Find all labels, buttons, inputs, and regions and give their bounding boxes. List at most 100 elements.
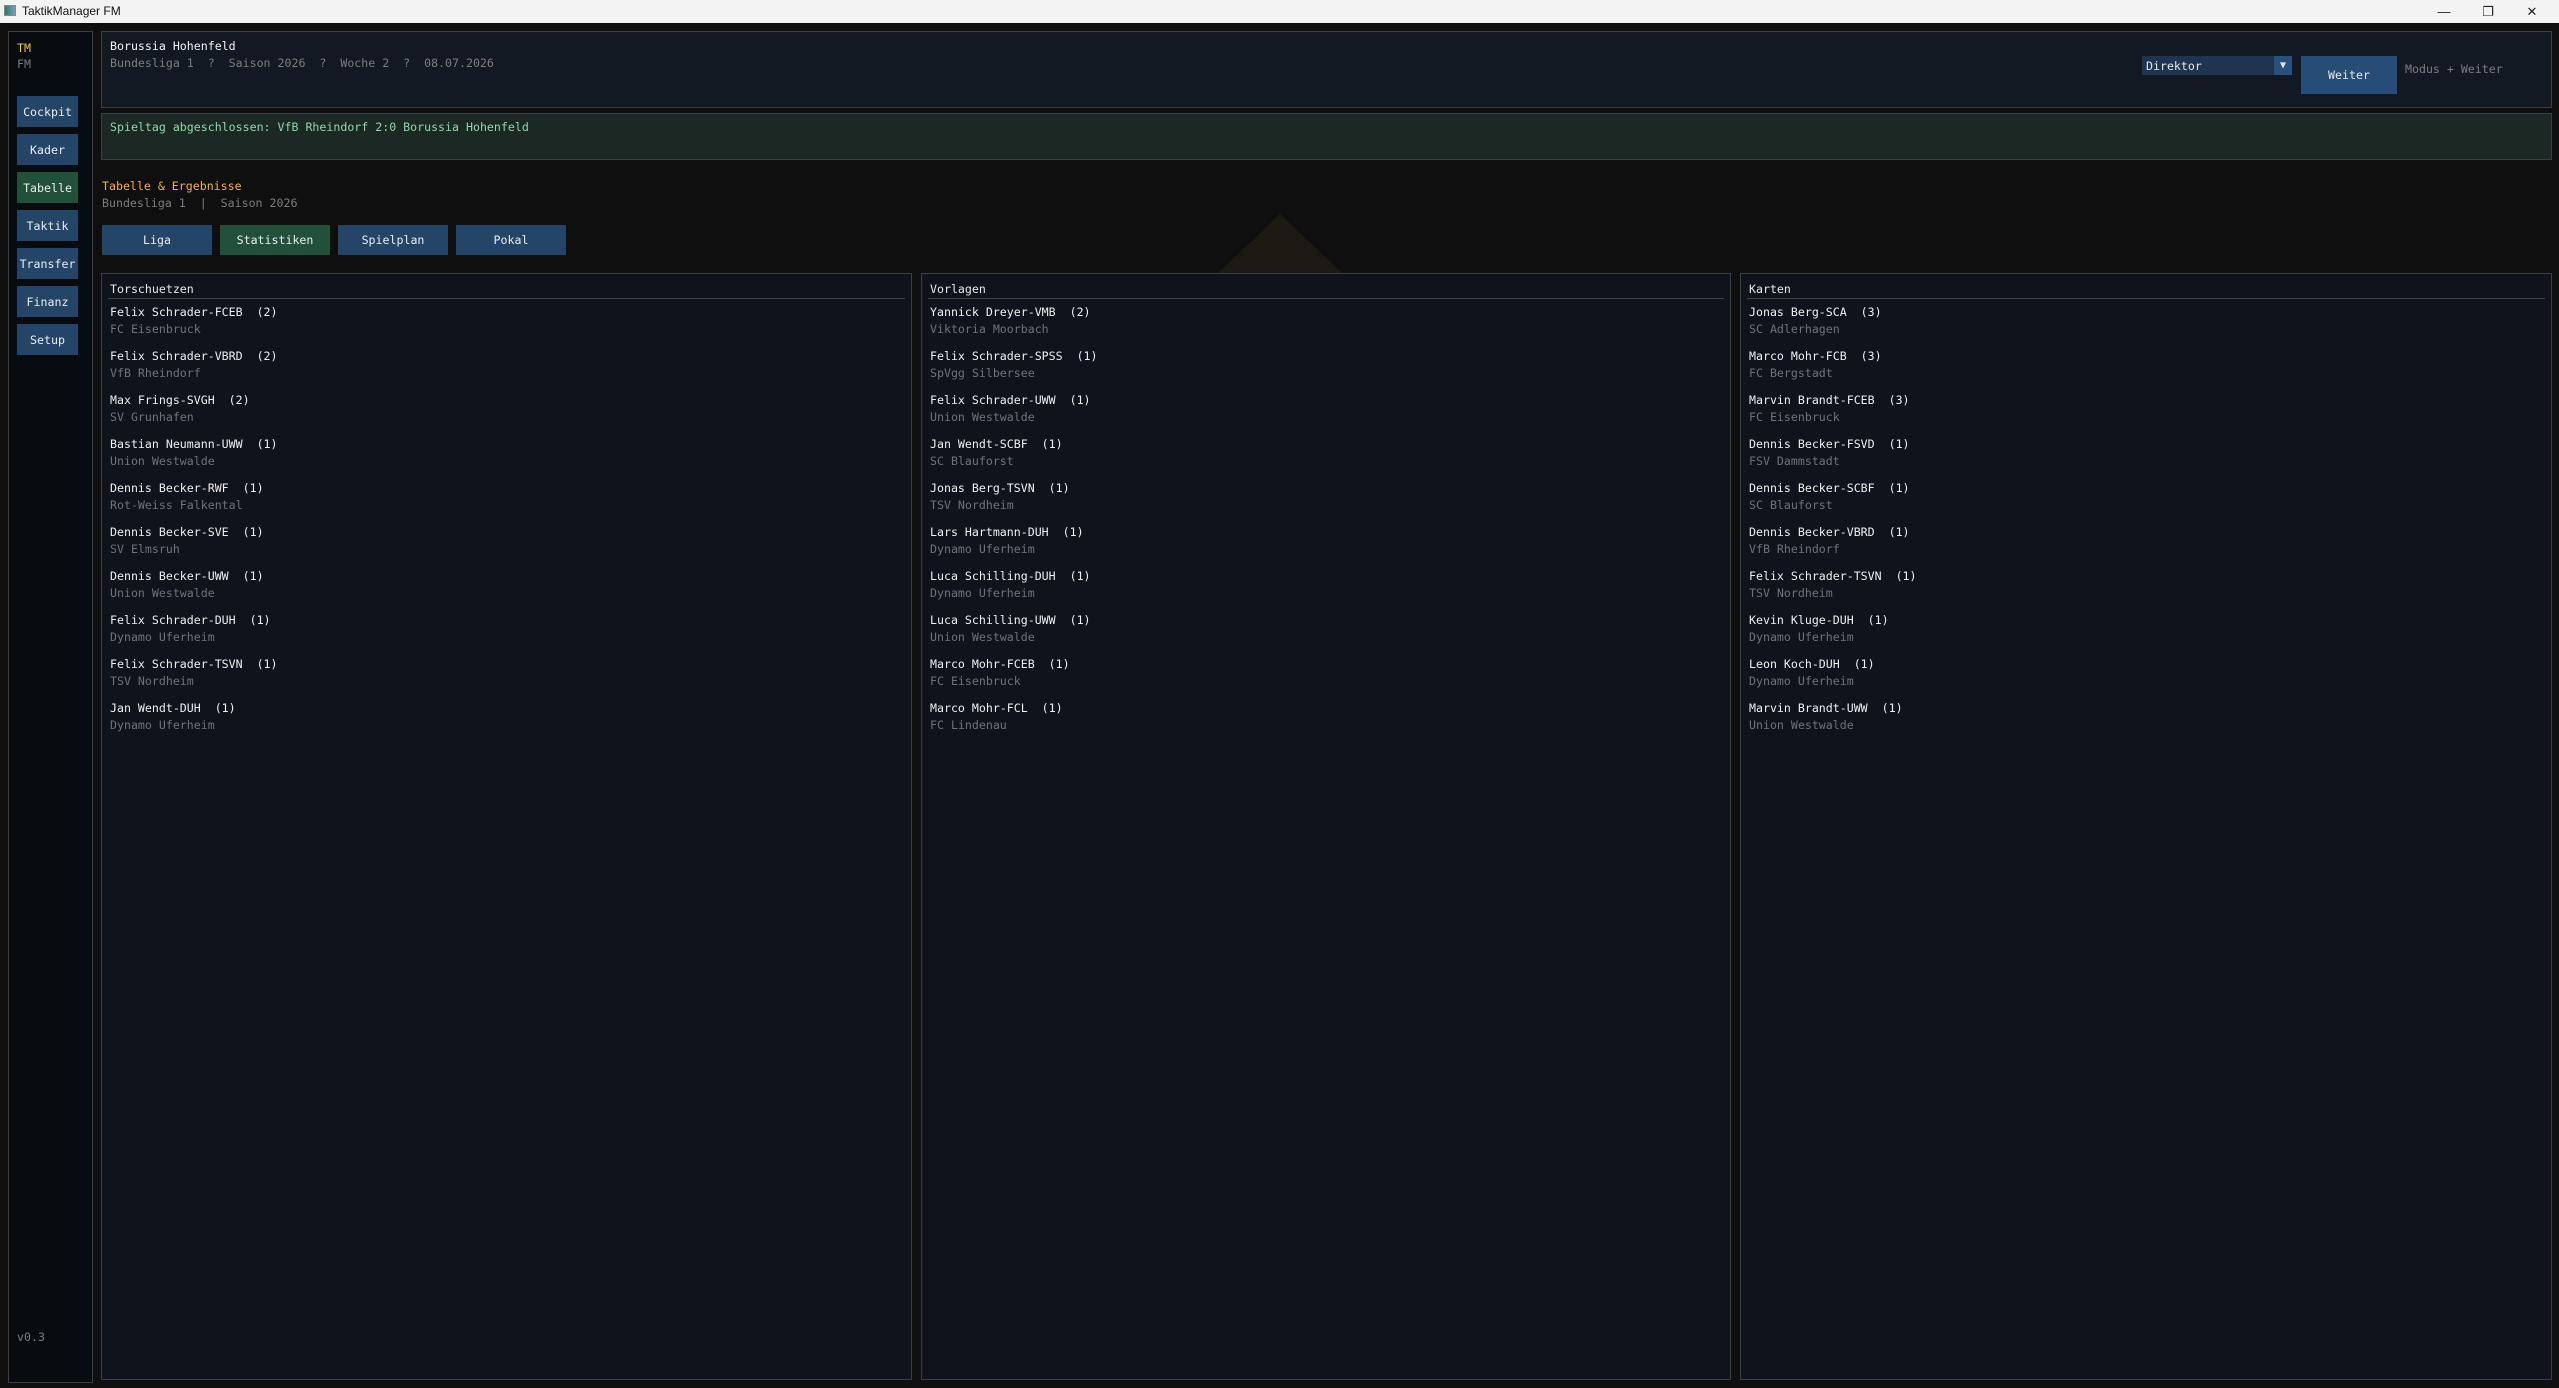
player-name: Jan Wendt-DUH (1)	[110, 701, 236, 715]
team-name: TSV Nordheim	[930, 498, 1014, 512]
sidebar: TM FM Cockpit Kader Tabelle Taktik Transfer F…	[8, 31, 93, 1383]
player-name: Marco Mohr-FCL (1)	[930, 701, 1063, 715]
list-item: Lars Hartmann-DUH (1) Dynamo Uferheim	[930, 524, 1098, 568]
list-item: Felix Schrader-VBRD (2) VfB Rheindorf	[110, 348, 278, 392]
player-name: Felix Schrader-UWW (1)	[930, 393, 1091, 407]
list-item: Felix Schrader-FCEB (2) FC Eisenbruck	[110, 304, 278, 348]
list-item: Jan Wendt-DUH (1) Dynamo Uferheim	[110, 700, 278, 744]
list-item: Bastian Neumann-UWW (1) Union Westwalde	[110, 436, 278, 480]
team-name: FC Eisenbruck	[930, 674, 1021, 688]
team-name: SV Grunhafen	[110, 410, 194, 424]
team-name: Union Westwalde	[110, 454, 215, 468]
team-name: Dynamo Uferheim	[1749, 630, 1854, 644]
chevron-down-icon: ▼	[2274, 56, 2292, 75]
team-name: SC Blauforst	[1749, 498, 1833, 512]
tab-statistiken[interactable]: Statistiken	[220, 225, 330, 255]
section-subtitle: Bundesliga 1 | Saison 2026	[102, 196, 298, 210]
player-name: Leon Koch-DUH (1)	[1749, 657, 1875, 671]
sidebar-item-finanz[interactable]: Finanz	[17, 286, 78, 317]
team-name: Union Westwalde	[1749, 718, 1854, 732]
player-name: Dennis Becker-FSVD (1)	[1749, 437, 1910, 451]
player-name: Felix Schrader-SPSS (1)	[930, 349, 1098, 363]
team-name: Dynamo Uferheim	[1749, 674, 1854, 688]
player-name: Luca Schilling-UWW (1)	[930, 613, 1091, 627]
team-name: TSV Nordheim	[110, 674, 194, 688]
player-name: Dennis Becker-SCBF (1)	[1749, 481, 1910, 495]
player-name: Marco Mohr-FCB (3)	[1749, 349, 1882, 363]
team-name: SC Blauforst	[930, 454, 1014, 468]
window-title: TaktikManager FM	[22, 4, 121, 18]
list-item: Marvin Brandt-UWW (1) Union Westwalde	[1749, 700, 1917, 744]
mode-dropdown[interactable]: Direktor ▼	[2142, 56, 2292, 75]
app-icon	[4, 5, 16, 16]
team-name: VfB Rheindorf	[110, 366, 201, 380]
player-name: Felix Schrader-DUH (1)	[110, 613, 271, 627]
sidebar-item-tabelle[interactable]: Tabelle	[17, 172, 78, 203]
team-name: FC Lindenau	[930, 718, 1007, 732]
list-item: Yannick Dreyer-VMB (2) Viktoria Moorbach	[930, 304, 1098, 348]
list-item: Marvin Brandt-FCEB (3) FC Eisenbruck	[1749, 392, 1917, 436]
team-name: Union Westwalde	[930, 410, 1035, 424]
list-item: Dennis Becker-SVE (1) SV Elmsruh	[110, 524, 278, 568]
list-item: Felix Schrader-UWW (1) Union Westwalde	[930, 392, 1098, 436]
tab-spielplan[interactable]: Spielplan	[338, 225, 448, 255]
player-name: Marvin Brandt-FCEB (3)	[1749, 393, 1910, 407]
player-name: Kevin Kluge-DUH (1)	[1749, 613, 1889, 627]
team-name: Rot-Weiss Falkental	[110, 498, 243, 512]
close-icon[interactable]: ✕	[2526, 3, 2538, 19]
team-name: Dynamo Uferheim	[110, 630, 215, 644]
weiter-button[interactable]: Weiter	[2301, 56, 2397, 94]
team-name: TSV Nordheim	[1749, 586, 1833, 600]
team-name: Dynamo Uferheim	[930, 586, 1035, 600]
player-name: Felix Schrader-TSVN (1)	[1749, 569, 1917, 583]
list-item: Dennis Becker-FSVD (1) FSV Dammstadt	[1749, 436, 1917, 480]
player-name: Dennis Becker-VBRD (1)	[1749, 525, 1910, 539]
sidebar-item-taktik[interactable]: Taktik	[17, 210, 78, 241]
list-item: Marco Mohr-FCL (1) FC Lindenau	[930, 700, 1098, 744]
sidebar-item-cockpit[interactable]: Cockpit	[17, 96, 78, 127]
logo-fm: FM	[17, 57, 31, 71]
list-item: Marco Mohr-FCB (3) FC Bergstadt	[1749, 348, 1917, 392]
column-title: Torschuetzen	[110, 282, 194, 296]
tab-pokal[interactable]: Pokal	[456, 225, 566, 255]
torschuetzen-panel: Torschuetzen Felix Schrader-FCEB (2) FC E…	[101, 273, 912, 1380]
player-name: Max Frings-SVGH (2)	[110, 393, 250, 407]
list-item: Felix Schrader-SPSS (1) SpVgg Silbersee	[930, 348, 1098, 392]
section-title: Tabelle & Ergebnisse	[102, 179, 242, 193]
window-titlebar: TaktikManager FM — ❐ ✕	[0, 0, 2559, 23]
list-item: Luca Schilling-UWW (1) Union Westwalde	[930, 612, 1098, 656]
notification-banner: Spieltag abgeschlossen: VfB Rheindorf 2:…	[101, 113, 2552, 160]
player-name: Felix Schrader-FCEB (2)	[110, 305, 278, 319]
team-name: Dynamo Uferheim	[110, 718, 215, 732]
sidebar-item-transfer[interactable]: Transfer	[17, 248, 78, 279]
list-item: Dennis Becker-VBRD (1) VfB Rheindorf	[1749, 524, 1917, 568]
list-item: Marco Mohr-FCEB (1) FC Eisenbruck	[930, 656, 1098, 700]
team-name: Viktoria Moorbach	[930, 322, 1049, 336]
player-name: Jonas Berg-TSVN (1)	[930, 481, 1070, 495]
team-name: FSV Dammstadt	[1749, 454, 1840, 468]
player-name: Marvin Brandt-UWW (1)	[1749, 701, 1903, 715]
player-name: Felix Schrader-VBRD (2)	[110, 349, 278, 363]
karten-panel: Karten Jonas Berg-SCA (3) SC Adlerhagen Ma…	[1740, 273, 2552, 1380]
list-item: Jonas Berg-TSVN (1) TSV Nordheim	[930, 480, 1098, 524]
team-name: Union Westwalde	[110, 586, 215, 600]
team-name: SV Elmsruh	[110, 542, 180, 556]
restore-icon[interactable]: ❐	[2482, 3, 2494, 19]
divider	[1747, 298, 2545, 299]
player-name: Marco Mohr-FCEB (1)	[930, 657, 1070, 671]
sidebar-item-kader[interactable]: Kader	[17, 134, 78, 165]
sidebar-item-setup[interactable]: Setup	[17, 324, 78, 355]
vorlagen-panel: Vorlagen Yannick Dreyer-VMB (2) Viktoria …	[921, 273, 1731, 1380]
tab-liga[interactable]: Liga	[102, 225, 212, 255]
header-panel: Borussia Hohenfeld Bundesliga 1 ? Saison…	[101, 31, 2552, 108]
team-name: FC Eisenbruck	[1749, 410, 1840, 424]
list-item: Felix Schrader-DUH (1) Dynamo Uferheim	[110, 612, 278, 656]
minimize-icon[interactable]: —	[2437, 4, 2451, 19]
team-name: VfB Rheindorf	[1749, 542, 1840, 556]
list-item: Felix Schrader-TSVN (1) TSV Nordheim	[110, 656, 278, 700]
team-name: SC Adlerhagen	[1749, 322, 1840, 336]
list-item: Max Frings-SVGH (2) SV Grunhafen	[110, 392, 278, 436]
decorative-triangle	[1218, 214, 1342, 273]
mode-hint: Modus + Weiter	[2405, 62, 2503, 76]
team-name: FC Eisenbruck	[110, 322, 201, 336]
